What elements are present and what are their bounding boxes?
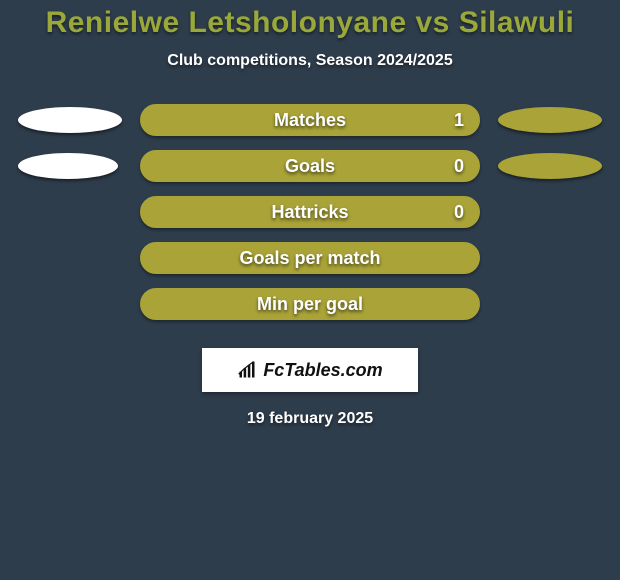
stat-value-right: 1 xyxy=(454,110,464,131)
right-player-ellipse xyxy=(498,107,602,133)
stat-label: Goals per match xyxy=(239,248,380,269)
stat-row: Goals 0 xyxy=(10,150,610,182)
stat-bar: Goals 0 xyxy=(140,150,480,182)
stat-row: Goals per match xyxy=(10,242,610,274)
stat-bar: Goals per match xyxy=(140,242,480,274)
stat-label: Matches xyxy=(274,110,346,131)
stat-row: Matches 1 xyxy=(10,104,610,136)
stat-value-right: 0 xyxy=(454,156,464,177)
stat-label: Min per goal xyxy=(257,294,363,315)
stat-bar: Min per goal xyxy=(140,288,480,320)
site-name: FcTables.com xyxy=(263,360,382,381)
stat-row: Min per goal xyxy=(10,288,610,320)
right-player-ellipse xyxy=(498,153,602,179)
stat-bar: Hattricks 0 xyxy=(140,196,480,228)
stat-label: Goals xyxy=(285,156,335,177)
bar-chart-icon xyxy=(237,360,257,380)
stat-row: Hattricks 0 xyxy=(10,196,610,228)
stats-list: Matches 1 Goals 0 Hattricks 0 Goals per match M… xyxy=(0,104,620,320)
left-player-ellipse xyxy=(18,153,118,179)
stat-bar: Matches 1 xyxy=(140,104,480,136)
page-title: Renielwe Letsholonyane vs Silawuli xyxy=(0,0,620,40)
stat-value-right: 0 xyxy=(454,202,464,223)
stat-label: Hattricks xyxy=(271,202,348,223)
date: 19 february 2025 xyxy=(0,410,620,428)
left-player-ellipse xyxy=(18,107,122,133)
comparison-card: Renielwe Letsholonyane vs Silawuli Club … xyxy=(0,0,620,580)
site-badge[interactable]: FcTables.com xyxy=(202,348,418,392)
subtitle: Club competitions, Season 2024/2025 xyxy=(0,52,620,70)
